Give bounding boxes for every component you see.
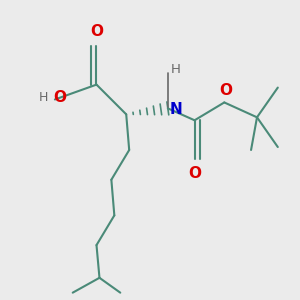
Text: O: O — [188, 166, 201, 181]
Text: H: H — [171, 63, 181, 76]
Text: O: O — [53, 91, 66, 106]
Text: N: N — [169, 102, 182, 117]
Text: O: O — [219, 83, 232, 98]
Text: H: H — [38, 92, 48, 104]
Text: O: O — [90, 24, 103, 39]
